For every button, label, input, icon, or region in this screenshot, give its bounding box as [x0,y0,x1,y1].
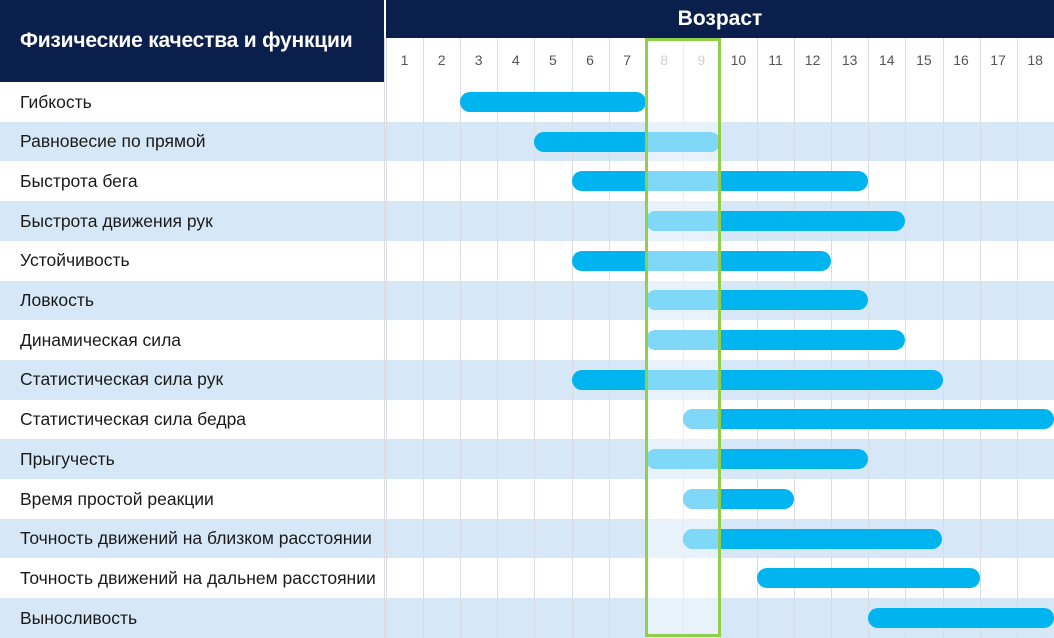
range-bar [757,568,980,588]
range-bar [572,370,943,390]
row-label: Динамическая сила [20,320,380,360]
range-bar [683,409,1054,429]
age-tick-label: 5 [534,38,571,82]
row-label: Время простой реакции [20,479,380,519]
row-label: Точность движений на дальнем расстоянии [20,558,380,598]
age-tick-label: 2 [423,38,460,82]
grid-line [609,38,610,638]
row-label: Статистическая сила рук [20,360,380,400]
grid-line [384,38,385,638]
row-label: Ловкость [20,281,380,321]
age-tick-label: 13 [831,38,868,82]
row-label: Равновесие по прямой [20,122,380,162]
row-label: Точность движений на близком расстоянии [20,519,380,559]
age-tick-label: 3 [460,38,497,82]
range-bar [683,529,943,549]
age-tick-label: 6 [572,38,609,82]
grid-line [386,38,387,638]
grid-line [980,38,981,638]
range-bar [868,608,1054,628]
grid-line [497,38,498,638]
age-tick-label: 18 [1017,38,1054,82]
age-tick-label: 10 [720,38,757,82]
row-label: Статистическая сила бедра [20,400,380,440]
grid-line [423,38,424,638]
age-tick-label: 16 [943,38,980,82]
row-label: Прыгучесть [20,439,380,479]
range-bar [460,92,646,112]
grid-line [460,38,461,638]
grid-line [1017,38,1018,638]
age-tick-label: 4 [497,38,534,82]
row-label: Гибкость [20,82,380,122]
age-tick-label: 1 [386,38,423,82]
row-label: Выносливость [20,598,380,638]
age-tick-label: 7 [609,38,646,82]
age-tick-label: 17 [980,38,1017,82]
age-tick-label: 14 [868,38,905,82]
grid-line [572,38,573,638]
row-label: Быстрота движения рук [20,201,380,241]
age-tick-label: 12 [794,38,831,82]
highlight-frame [645,38,721,637]
axis-title: Возраст [386,0,1054,38]
row-label: Устойчивость [20,241,380,281]
row-label: Быстрота бега [20,161,380,201]
age-tick-label: 15 [905,38,942,82]
grid-line [534,38,535,638]
grid-line [943,38,944,638]
age-tick-label: 11 [757,38,794,82]
row-header: Физические качества и функции [0,0,384,82]
